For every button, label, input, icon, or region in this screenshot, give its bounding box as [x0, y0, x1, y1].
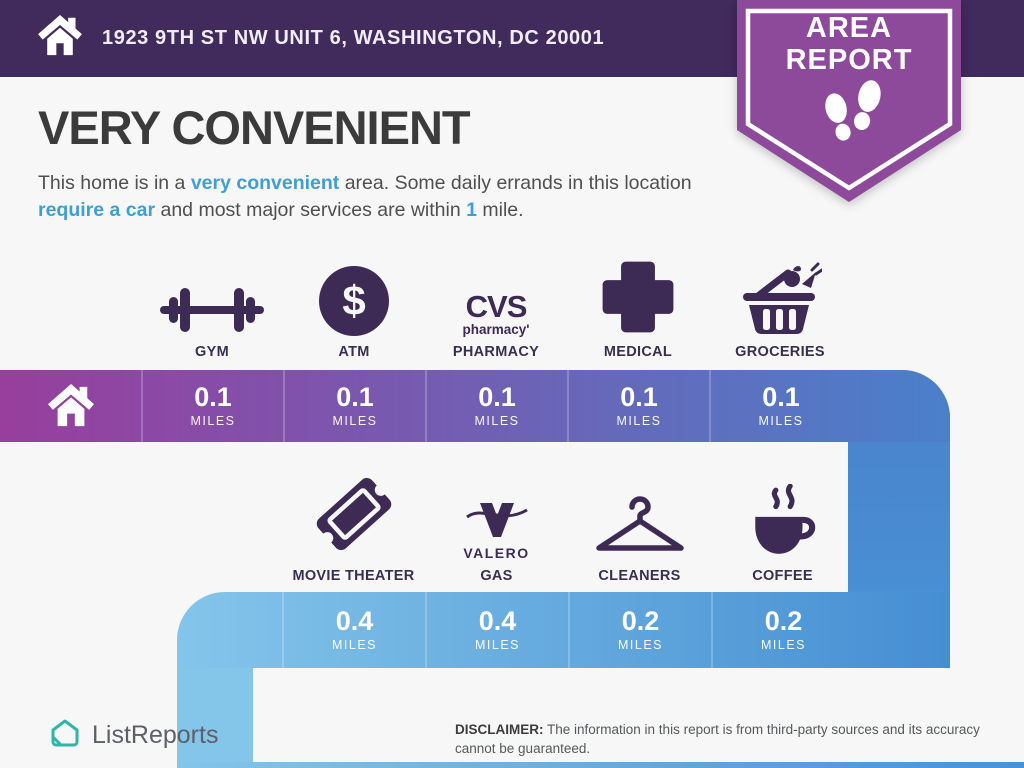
service-label: CLEANERS	[598, 568, 681, 584]
coffee-cup-icon	[744, 470, 822, 560]
distance-cell-coffee: 0.2 MILES	[711, 592, 854, 668]
property-address: 1923 9TH ST NW UNIT 6, WASHINGTON, DC 20…	[102, 27, 605, 49]
service-label: COFFEE	[752, 568, 813, 584]
service-label: GAS	[480, 568, 513, 584]
medical-cross-icon	[599, 256, 677, 336]
distance-value: 0.1	[194, 382, 232, 412]
service-label: ATM	[338, 344, 370, 360]
badge-line-1: AREA	[805, 12, 893, 44]
highlighted-text: very convenient	[190, 172, 340, 194]
disclaimer: DISCLAIMER: The information in this repo…	[455, 720, 1000, 758]
distance-value: 0.1	[336, 382, 374, 412]
cvs-logo: CVS pharmacy'	[462, 288, 530, 337]
distance-cell-movie-theater: 0.4 MILES	[282, 592, 425, 668]
distance-unit: MILES	[474, 414, 520, 428]
area-report-badge: AREA REPORT	[737, 0, 961, 202]
distance-unit: MILES	[331, 638, 377, 652]
grocery-basket-icon	[738, 256, 822, 336]
convenience-description: This home is in a very convenient area. …	[38, 170, 738, 223]
text: mile.	[476, 198, 524, 221]
listreports-brand: ListReports	[48, 716, 218, 755]
distance-value: 0.1	[620, 382, 658, 412]
home-icon	[38, 15, 82, 62]
distance-cell-medical: 0.1 MILES	[567, 370, 709, 442]
hanger-icon	[592, 470, 688, 560]
page-title: VERY CONVENIENT	[38, 101, 471, 154]
disclaimer-label: DISCLAIMER:	[455, 722, 544, 737]
distance-unit: MILES	[758, 414, 804, 428]
footprints-icon	[825, 80, 881, 141]
corner-mask	[253, 668, 313, 728]
distance-cell-groceries: 0.1 MILES	[709, 370, 851, 442]
distance-value: 0.1	[762, 382, 800, 412]
disclaimer-text: The information in this report is from t…	[455, 722, 980, 756]
distance-unit: MILES	[616, 414, 662, 428]
distance-bar-row-2	[177, 592, 950, 668]
service-label: GROCERIES	[735, 344, 825, 360]
badge-line-2: REPORT	[785, 44, 913, 76]
distance-unit: MILES	[760, 638, 806, 652]
distance-value: 0.4	[478, 606, 517, 636]
home-icon	[0, 370, 141, 442]
distance-unit: MILES	[190, 414, 236, 428]
service-column-gas: VALERO GAS	[425, 470, 568, 584]
movie-ticket-icon	[308, 470, 400, 560]
service-label: GYM	[195, 344, 229, 360]
service-column-pharmacy: CVS pharmacy' PHARMACY	[425, 256, 567, 361]
distance-cell-cleaners: 0.2 MILES	[568, 592, 711, 668]
atm-dollar-icon: $	[319, 256, 389, 336]
dumbbell-icon	[160, 256, 264, 336]
service-column-medical: MEDICAL	[567, 256, 709, 360]
distance-value: 0.1	[478, 382, 516, 412]
distance-cell-pharmacy: 0.1 MILES	[425, 370, 567, 442]
service-column-atm: $ ATM	[283, 256, 425, 360]
distance-unit: MILES	[332, 414, 378, 428]
highlighted-text: require a car	[38, 198, 156, 221]
service-label: MEDICAL	[603, 344, 673, 360]
service-column-cleaners: CLEANERS	[568, 470, 711, 584]
badge-ribbon	[737, 0, 961, 202]
bar-strip-bottom	[177, 762, 1024, 768]
text: This home is in a	[38, 172, 191, 194]
valero-logo: VALERO	[463, 470, 529, 560]
text: area. Some daily errands in this locatio…	[339, 172, 692, 194]
service-column-coffee: COFFEE	[711, 470, 854, 584]
service-label: MOVIE THEATER	[292, 568, 415, 584]
distance-cell-atm: 0.1 MILES	[283, 370, 425, 442]
service-column-groceries: GROCERIES	[709, 256, 851, 360]
highlighted-text: 1	[466, 198, 477, 221]
distance-cell-gym: 0.1 MILES	[141, 370, 283, 442]
distance-value: 0.2	[764, 606, 803, 636]
brand-name: ListReports	[92, 721, 219, 749]
listreports-logo	[48, 716, 82, 755]
service-label: PHARMACY	[452, 344, 540, 360]
service-column-movie-theater: MOVIE THEATER	[282, 470, 425, 584]
distance-value: 0.2	[621, 606, 660, 636]
distance-bar-row-1	[0, 370, 950, 442]
distance-cell-gas: 0.4 MILES	[425, 592, 568, 668]
text: and most major services are within	[155, 198, 467, 221]
distance-value: 0.4	[335, 606, 374, 636]
distance-unit: MILES	[474, 638, 520, 652]
distance-unit: MILES	[617, 638, 663, 652]
service-column-gym: GYM	[141, 256, 283, 360]
